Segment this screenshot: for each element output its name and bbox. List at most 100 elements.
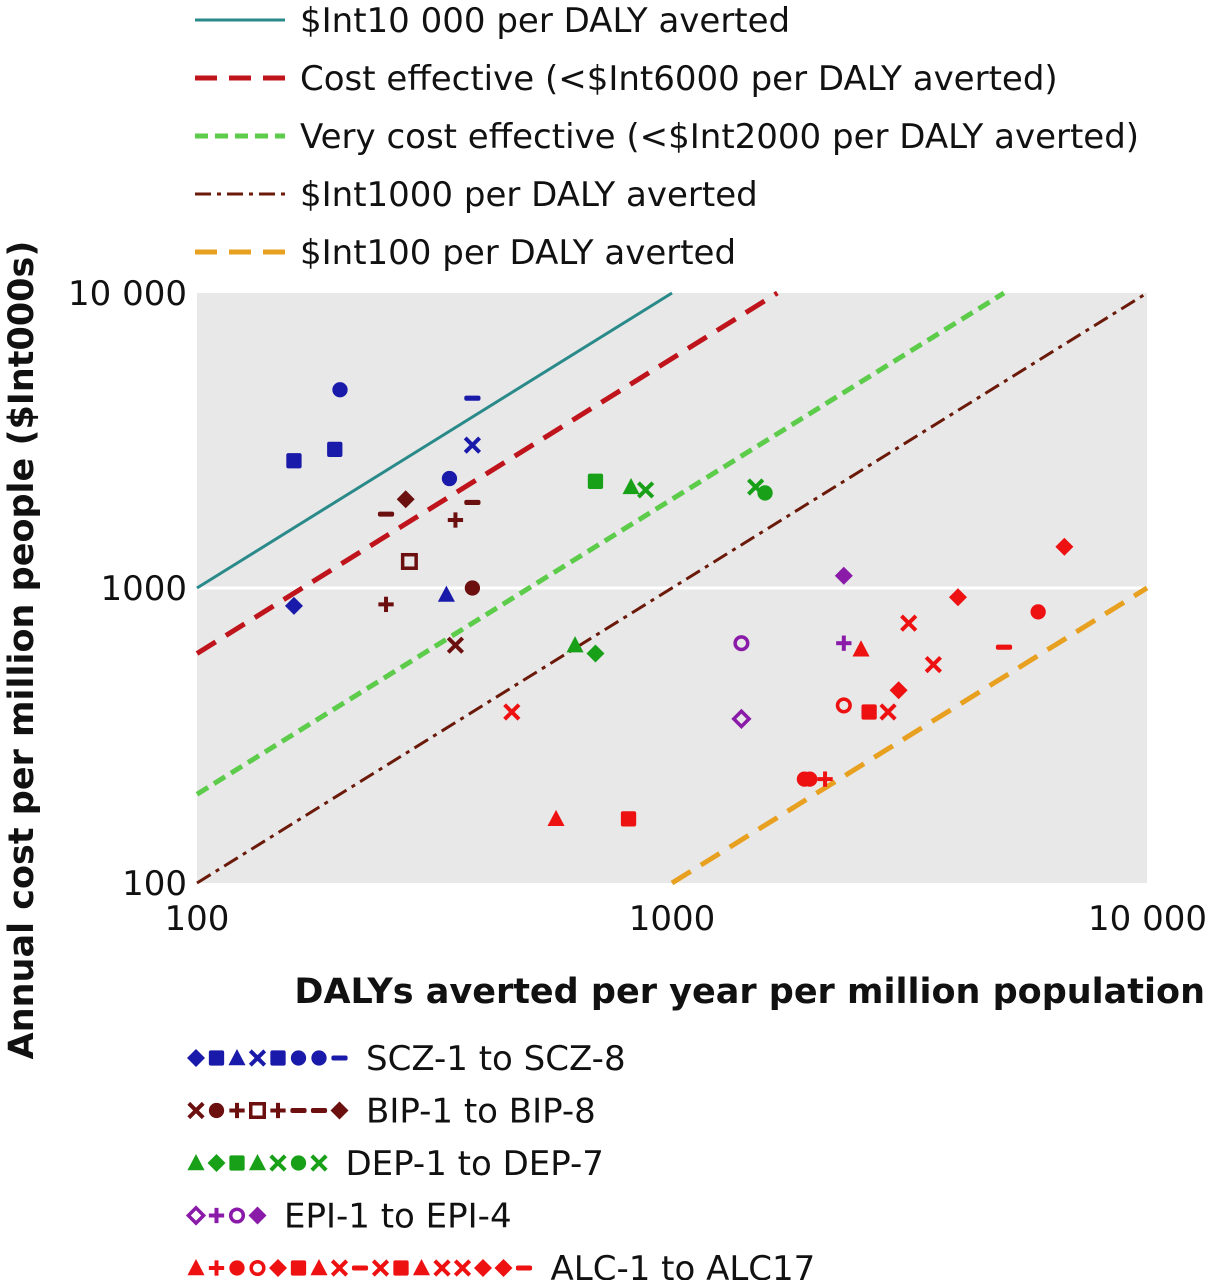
data-point bbox=[834, 566, 853, 585]
data-point bbox=[586, 644, 605, 663]
legend-marker bbox=[208, 1050, 225, 1066]
legend-series-label: SCZ-1 to SCZ-8 bbox=[366, 1039, 626, 1079]
legend-marker bbox=[248, 1049, 267, 1067]
data-point bbox=[836, 635, 852, 651]
legend-marker bbox=[229, 1260, 245, 1276]
data-point bbox=[378, 596, 394, 613]
legend-marker bbox=[187, 1101, 205, 1120]
x-tick-label: 10 000 bbox=[1088, 899, 1207, 939]
data-point bbox=[948, 588, 967, 607]
data-point bbox=[464, 580, 481, 596]
data-point bbox=[327, 441, 343, 458]
legend-marker bbox=[249, 1259, 266, 1277]
legend-marker bbox=[270, 1102, 286, 1119]
legend-marker bbox=[433, 1259, 451, 1277]
x-axis-label: DALYs averted per year per million popul… bbox=[294, 972, 1205, 1012]
legend-marker bbox=[290, 1107, 307, 1114]
legend-marker bbox=[290, 1260, 307, 1276]
threshold-line bbox=[196, 291, 673, 590]
data-point bbox=[620, 811, 637, 827]
legend-marker bbox=[208, 1207, 225, 1224]
data-point bbox=[622, 477, 640, 495]
data-point bbox=[924, 655, 942, 674]
data-point bbox=[731, 708, 752, 730]
legend-marker bbox=[187, 1259, 205, 1276]
legend-marker bbox=[228, 1207, 246, 1224]
y-tick-label: 100 bbox=[122, 864, 187, 904]
legend-marker bbox=[290, 1155, 307, 1171]
legend-marker bbox=[185, 1205, 207, 1226]
threshold-line bbox=[670, 585, 1149, 886]
data-point bbox=[637, 481, 655, 499]
data-points bbox=[284, 382, 1074, 827]
data-point bbox=[861, 704, 877, 720]
data-point bbox=[1030, 604, 1046, 620]
data-point bbox=[377, 511, 395, 517]
data-point bbox=[879, 703, 897, 721]
legend-marker bbox=[248, 1154, 267, 1171]
legend-marker bbox=[311, 1050, 327, 1066]
data-point bbox=[587, 473, 604, 489]
series-legend: SCZ-1 to SCZ-8 BIP-1 to BIP-8 DEP-1 to DEP… bbox=[185, 1039, 816, 1280]
y-tick-label: 10 000 bbox=[68, 274, 187, 314]
data-point bbox=[464, 499, 481, 505]
data-point bbox=[547, 809, 565, 827]
legend-series-label: BIP-1 to BIP-8 bbox=[366, 1092, 596, 1132]
legend-marker bbox=[330, 1101, 349, 1120]
data-point bbox=[284, 596, 303, 615]
data-point bbox=[503, 703, 521, 721]
data-point bbox=[757, 485, 773, 501]
legend-marker bbox=[229, 1102, 245, 1119]
threshold-line bbox=[196, 291, 1148, 885]
threshold-line bbox=[195, 290, 779, 656]
data-point bbox=[889, 681, 908, 700]
data-point bbox=[900, 614, 918, 632]
data-point bbox=[566, 636, 584, 653]
legend-marker bbox=[310, 1154, 328, 1172]
data-point bbox=[464, 395, 481, 401]
legend-marker bbox=[290, 1050, 307, 1066]
y-axis-label: Annual cost per million people ($Int000s… bbox=[2, 241, 42, 1060]
data-point bbox=[995, 644, 1013, 650]
legend-marker bbox=[229, 1155, 245, 1171]
data-point bbox=[463, 436, 482, 454]
legend-marker bbox=[207, 1154, 226, 1172]
legend-marker bbox=[248, 1206, 267, 1225]
legend-marker bbox=[474, 1259, 492, 1277]
legend-marker bbox=[412, 1259, 431, 1276]
y-tick-label: 1000 bbox=[100, 569, 187, 609]
data-point bbox=[1055, 537, 1074, 556]
threshold-lines bbox=[195, 290, 1149, 886]
legend-marker bbox=[331, 1055, 348, 1061]
legend-line-label: $Int10 000 per DALY averted bbox=[300, 1, 790, 41]
data-point bbox=[447, 512, 464, 528]
legend-marker bbox=[187, 1154, 205, 1171]
data-point bbox=[332, 382, 348, 398]
x-tick-label: 1000 bbox=[629, 899, 716, 939]
data-point bbox=[835, 697, 852, 714]
legend-marker bbox=[269, 1154, 287, 1172]
legend-line-label: Very cost effective (<$Int2000 per DALY … bbox=[300, 117, 1139, 157]
data-point bbox=[446, 636, 465, 654]
legend-marker bbox=[310, 1107, 328, 1114]
data-point bbox=[733, 635, 750, 652]
legend-marker bbox=[208, 1260, 225, 1276]
legend-marker bbox=[494, 1259, 513, 1277]
data-point bbox=[441, 470, 458, 487]
x-tick-label: 100 bbox=[165, 899, 230, 939]
data-point bbox=[396, 490, 415, 509]
data-point bbox=[437, 585, 455, 602]
legend-series-label: ALC-1 to ALC17 bbox=[551, 1249, 816, 1280]
legend-marker bbox=[371, 1259, 390, 1277]
data-point bbox=[802, 771, 818, 787]
legend-marker bbox=[208, 1102, 225, 1119]
data-point bbox=[852, 640, 870, 657]
legend-marker bbox=[270, 1050, 286, 1066]
legend-series-label: DEP-1 to DEP-7 bbox=[346, 1144, 604, 1184]
legend-marker bbox=[228, 1049, 246, 1066]
legend-marker bbox=[393, 1260, 409, 1276]
legend-marker bbox=[310, 1259, 328, 1276]
legend-marker bbox=[351, 1265, 369, 1271]
legend-marker bbox=[187, 1049, 205, 1067]
